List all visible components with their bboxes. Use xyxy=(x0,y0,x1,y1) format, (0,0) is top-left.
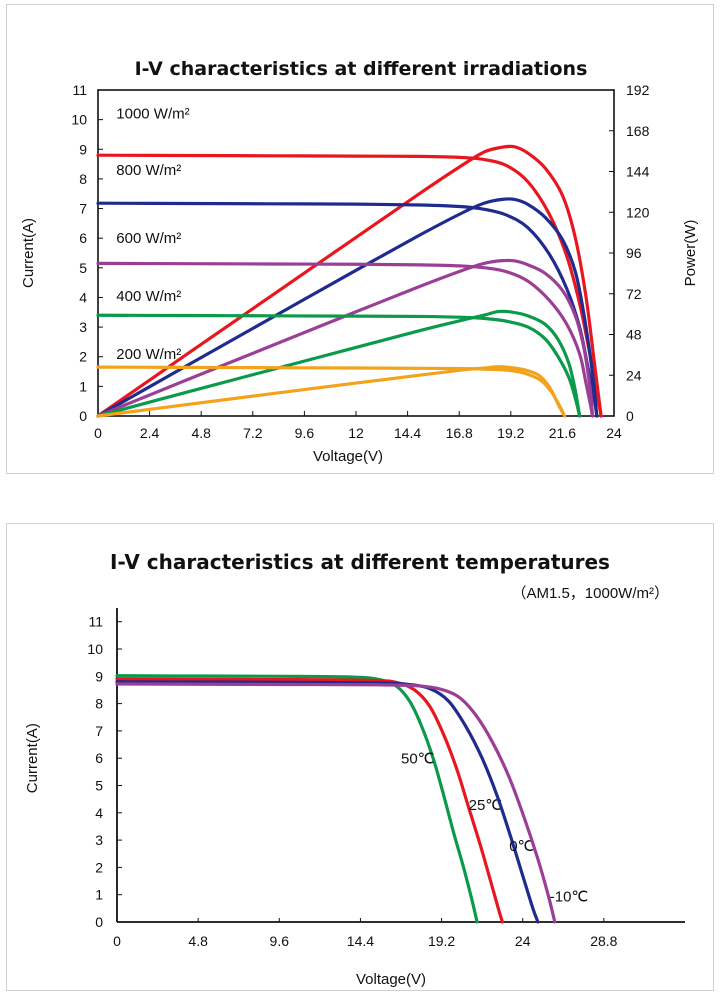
series-label: 50℃ xyxy=(401,751,435,768)
series-3 xyxy=(96,309,582,418)
y-tick-label: 1 xyxy=(95,887,103,903)
y2-tick-label: 144 xyxy=(626,164,650,180)
x-axis-label: Voltage(V) xyxy=(313,448,383,465)
x-tick-label: 9.6 xyxy=(270,933,290,949)
y-tick-label: 3 xyxy=(95,832,103,848)
y-tick-label: 8 xyxy=(79,171,87,187)
y2-tick-label: 48 xyxy=(626,327,642,343)
current-curve-3 xyxy=(115,682,557,924)
x-tick-label: 0 xyxy=(113,933,121,949)
y-tick-label: 4 xyxy=(79,289,87,305)
y2-tick-label: 192 xyxy=(626,82,650,98)
y2-tick-label: 168 xyxy=(626,123,650,139)
x-tick-label: 14.4 xyxy=(394,425,421,441)
y2-tick-label: 0 xyxy=(626,408,634,424)
current-curve-1 xyxy=(115,677,505,924)
y2-tick-label: 72 xyxy=(626,286,642,302)
power-curve xyxy=(96,258,595,418)
temperature-chart: I-V characteristics at different tempera… xyxy=(24,550,685,988)
y-tick-label: 7 xyxy=(95,723,103,739)
y-tick-label: 5 xyxy=(95,778,103,794)
x-tick-label: 14.4 xyxy=(347,933,374,949)
x-tick-label: 4.8 xyxy=(188,933,208,949)
x-tick-label: 7.2 xyxy=(243,425,263,441)
x-tick-label: 19.2 xyxy=(428,933,455,949)
x-tick-label: 2.4 xyxy=(140,425,160,441)
power-curve xyxy=(96,365,567,418)
series-label: 200 W/m² xyxy=(116,346,181,363)
x-tick-label: 24 xyxy=(515,933,531,949)
y2-axis-label: Power(W) xyxy=(682,220,699,287)
y-tick-label: 2 xyxy=(79,349,87,365)
series-label: 600 W/m² xyxy=(116,230,181,247)
y-tick-label: 9 xyxy=(95,668,103,684)
y-tick-label: 11 xyxy=(88,614,103,630)
x-tick-label: 0 xyxy=(94,425,102,441)
current-curve-2 xyxy=(115,680,540,924)
x-tick-label: 19.2 xyxy=(497,425,524,441)
y-tick-label: 11 xyxy=(72,82,87,98)
chart-title: I-V characteristics at different tempera… xyxy=(110,550,610,574)
x-tick-label: 9.6 xyxy=(295,425,315,441)
y-tick-label: 5 xyxy=(79,260,87,276)
current-curve xyxy=(96,261,595,418)
x-tick-label: 4.8 xyxy=(191,425,211,441)
y-axis-label: Current(A) xyxy=(20,218,37,288)
power-curve xyxy=(96,197,599,418)
y-tick-label: 6 xyxy=(95,750,103,766)
current-curve-0 xyxy=(115,674,479,924)
y-tick-label: 0 xyxy=(79,408,87,424)
y2-tick-label: 96 xyxy=(626,245,642,261)
series-label: 0℃ xyxy=(509,838,534,855)
temperature-chart-panel: I-V characteristics at different tempera… xyxy=(6,523,714,991)
y-tick-label: 9 xyxy=(79,141,87,157)
power-curve xyxy=(96,144,603,418)
y-tick-label: 8 xyxy=(95,696,103,712)
current-curve xyxy=(96,365,567,418)
y2-tick-label: 120 xyxy=(626,204,650,220)
current-curve xyxy=(96,153,603,418)
y-tick-label: 10 xyxy=(87,641,103,657)
chart-title: I-V characteristics at different irradia… xyxy=(135,58,588,80)
series-2 xyxy=(96,258,595,418)
y-tick-label: 1 xyxy=(79,378,87,394)
y-tick-label: 2 xyxy=(95,859,103,875)
x-tick-label: 12 xyxy=(348,425,364,441)
series-label: 1000 W/m² xyxy=(116,106,189,123)
x-tick-label: 21.6 xyxy=(549,425,576,441)
y-tick-label: 0 xyxy=(95,914,103,930)
series-label: 800 W/m² xyxy=(116,162,181,179)
series-label: 25℃ xyxy=(469,797,503,814)
x-axis-label: Voltage(V) xyxy=(356,971,426,988)
irradiation-chart: I-V characteristics at different irradia… xyxy=(20,58,699,465)
power-curve xyxy=(96,309,582,418)
series-4 xyxy=(96,365,567,418)
series-label: -10℃ xyxy=(550,889,589,906)
y-tick-label: 3 xyxy=(79,319,87,335)
irradiation-chart-panel: I-V characteristics at different irradia… xyxy=(6,4,714,474)
x-tick-label: 24 xyxy=(606,425,622,441)
y-axis-label: Current(A) xyxy=(24,723,41,793)
y2-tick-label: 24 xyxy=(626,367,642,383)
y-tick-label: 4 xyxy=(95,805,103,821)
y-tick-label: 7 xyxy=(79,201,87,217)
x-tick-label: 28.8 xyxy=(590,933,617,949)
y-tick-label: 6 xyxy=(79,230,87,246)
series-label: 400 W/m² xyxy=(116,288,181,305)
y-tick-label: 10 xyxy=(71,112,87,128)
current-curve xyxy=(96,313,582,418)
x-tick-label: 16.8 xyxy=(446,425,473,441)
chart-subtitle: （AM1.5，1000W/m²） xyxy=(511,585,669,602)
